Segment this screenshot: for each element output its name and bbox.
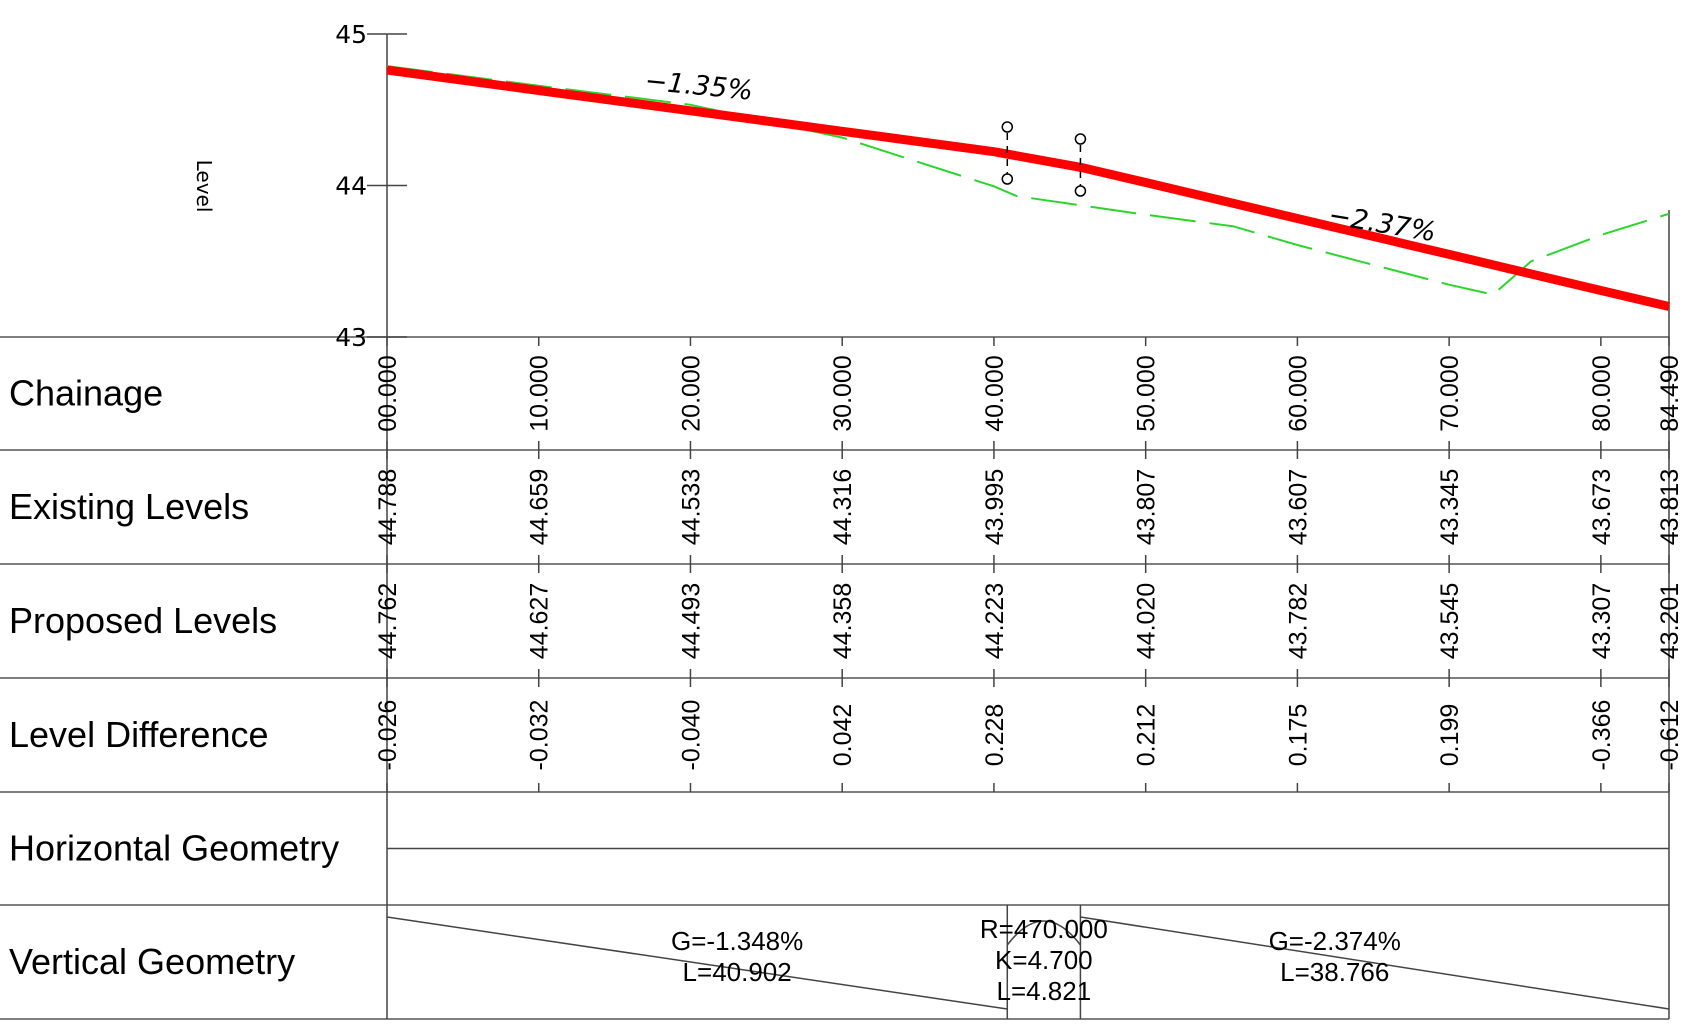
grade-segment-line <box>1080 916 1670 1010</box>
cell-value: 84.490 <box>1656 355 1684 431</box>
row-label: Level Difference <box>9 714 269 755</box>
cell-value: 44.316 <box>829 469 857 545</box>
cell-value: 44.788 <box>374 469 402 545</box>
cell-value: 44.627 <box>526 583 554 659</box>
y-tick-label: 45 <box>335 20 367 49</box>
vertical-curve-marker-circle <box>1001 173 1014 185</box>
cell-value: 43.673 <box>1588 469 1616 545</box>
row-label: Chainage <box>9 373 163 414</box>
row-label: Proposed Levels <box>9 600 277 641</box>
vertical-curve-marker-circle <box>1074 133 1087 145</box>
y-tick-label: 44 <box>335 172 367 201</box>
y-tick-label: 43 <box>335 323 367 352</box>
cell-value: 43.995 <box>981 469 1009 545</box>
row-label: Existing Levels <box>9 486 249 527</box>
data-table: Chainage 00.000 10.000 20.000 30.000 40.000 50… <box>9 337 1684 792</box>
cell-value: 44.020 <box>1133 583 1161 659</box>
cell-value: 43.545 <box>1436 583 1464 659</box>
cell-value: 0.212 <box>1133 704 1161 767</box>
geometry-annotation: G=-1.348% <box>671 926 803 956</box>
cell-value: 70.000 <box>1436 355 1464 431</box>
vertical-curve-marker-circle <box>1074 185 1087 197</box>
geometry-annotation: G=-2.374% <box>1269 926 1401 956</box>
cell-value: -0.026 <box>374 700 402 771</box>
cell-value: 80.000 <box>1588 355 1616 431</box>
geometry-annotation: R=470.000 <box>980 914 1108 944</box>
cell-value: 43.345 <box>1436 469 1464 545</box>
cell-value: 60.000 <box>1284 355 1312 431</box>
cell-value: 0.228 <box>981 704 1009 767</box>
vertical-curve-marker-circle <box>1001 121 1014 133</box>
cell-value: 43.201 <box>1656 583 1684 659</box>
cell-value: 40.000 <box>981 355 1009 431</box>
cell-value: 00.000 <box>374 355 402 431</box>
cell-value: 0.042 <box>829 704 857 767</box>
cell-value: 43.607 <box>1284 469 1312 545</box>
cell-value: 44.762 <box>374 583 402 659</box>
y-axis-label: Level <box>192 160 216 213</box>
row-label: Vertical Geometry <box>9 941 295 982</box>
cell-value: 43.782 <box>1284 583 1312 659</box>
cell-value: 44.493 <box>677 583 705 659</box>
cell-value: 20.000 <box>677 355 705 431</box>
cell-value: 44.358 <box>829 583 857 659</box>
geometry-annotation: L=4.821 <box>996 976 1091 1006</box>
row-label: Horizontal Geometry <box>9 828 339 869</box>
cell-value: -0.040 <box>677 700 705 771</box>
grade-segment-line <box>386 916 1008 1010</box>
cell-value: 44.223 <box>981 583 1009 659</box>
cell-value: -0.366 <box>1588 700 1616 771</box>
table-frame <box>0 210 1670 1020</box>
cell-value: 44.533 <box>677 469 705 545</box>
cell-value: 50.000 <box>1133 355 1161 431</box>
cell-value: 43.307 <box>1588 583 1616 659</box>
cell-value: 43.813 <box>1656 469 1684 545</box>
vertical-curve-arc <box>1006 920 1082 946</box>
cell-value: 43.807 <box>1133 469 1161 545</box>
cell-value: 44.659 <box>526 469 554 545</box>
geometry-bands: Horizontal Geometry Vertical Geometry G=-1… <box>9 828 1670 1019</box>
proposed-levels-line <box>386 65 1671 311</box>
geometry-annotation: L=40.902 <box>683 957 792 987</box>
geometry-annotation: L=38.766 <box>1280 957 1389 987</box>
cell-value: -0.612 <box>1656 700 1684 771</box>
cell-value: 30.000 <box>829 355 857 431</box>
cell-value: 0.199 <box>1436 704 1464 767</box>
cell-value: -0.032 <box>526 700 554 771</box>
cell-value: 0.175 <box>1284 704 1312 767</box>
cell-value: 10.000 <box>526 355 554 431</box>
geometry-annotation: K=4.700 <box>995 945 1093 975</box>
